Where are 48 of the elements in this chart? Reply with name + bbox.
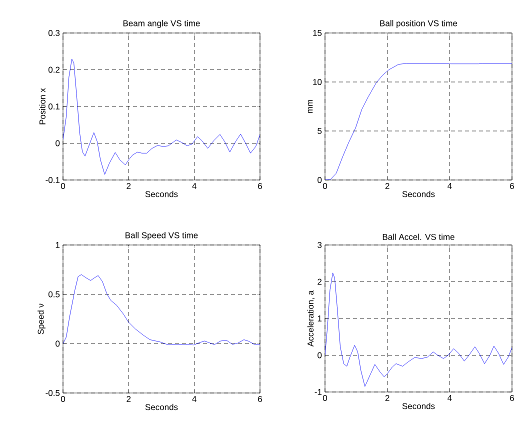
y-tick-label: -1 xyxy=(314,389,322,395)
y-tick-label: 10 xyxy=(313,78,322,85)
y-axis-title: Speed ν xyxy=(38,304,46,334)
x-tick-label: 6 xyxy=(258,183,262,190)
y-tick-label: 1 xyxy=(318,316,322,322)
x-tick-label: 4 xyxy=(192,183,196,189)
x-tick-label: 6 xyxy=(510,183,514,190)
chart-title: Ball position VS time xyxy=(380,20,458,28)
y-tick-label: 5 xyxy=(318,128,322,134)
y-tick-label: 0 xyxy=(56,140,60,146)
y-axis-title: Acceleration, a xyxy=(307,290,315,347)
chart-title: Ball Accel. VS time xyxy=(382,234,454,240)
y-tick-label: 0.5 xyxy=(48,291,60,298)
line-series xyxy=(325,272,512,387)
line-series xyxy=(63,58,260,175)
x-tick-label: 4 xyxy=(447,183,452,189)
x-tick-label: 6 xyxy=(510,395,514,402)
x-tick-label: 4 xyxy=(192,396,196,402)
x-axis-title: Seconds xyxy=(402,190,435,198)
x-tick-label: 0 xyxy=(60,396,66,402)
y-axis-title: Position x xyxy=(39,88,46,124)
y-tick-label: 0.2 xyxy=(48,66,60,73)
y-tick-label: 2 xyxy=(318,278,322,285)
x-tick-label: 2 xyxy=(385,183,390,189)
y-tick-label: 0 xyxy=(318,352,322,358)
x-tick-label: 2 xyxy=(385,395,390,401)
y-tick-label: 15 xyxy=(313,30,322,36)
x-axis-title: Seconds xyxy=(402,402,435,410)
y-tick-label: 0.3 xyxy=(48,30,60,36)
y-axis-title: mm xyxy=(308,100,313,114)
x-tick-label: 4 xyxy=(447,395,452,401)
x-axis-title: Seconds xyxy=(145,404,178,410)
chart-title: Beam angle VS time xyxy=(123,20,200,28)
x-axis-title: Seconds xyxy=(145,190,178,198)
y-tick-label: 3 xyxy=(318,242,322,248)
x-tick-label: 0 xyxy=(60,183,66,190)
x-tick-label: 0 xyxy=(322,395,328,402)
y-tick-label: 0 xyxy=(56,340,60,347)
x-tick-label: 2 xyxy=(126,396,131,402)
x-tick-label: 0 xyxy=(322,183,328,190)
y-tick-label: -0.5 xyxy=(46,390,60,396)
chart-title: Ball Speed VS time xyxy=(126,232,198,240)
y-tick-label: 0 xyxy=(318,176,322,183)
y-tick-label: 1 xyxy=(56,242,60,248)
y-tick-label: -0.1 xyxy=(46,176,60,183)
x-tick-label: 2 xyxy=(126,183,131,189)
y-tick-label: 0.1 xyxy=(48,103,60,110)
x-tick-label: 6 xyxy=(258,396,262,402)
